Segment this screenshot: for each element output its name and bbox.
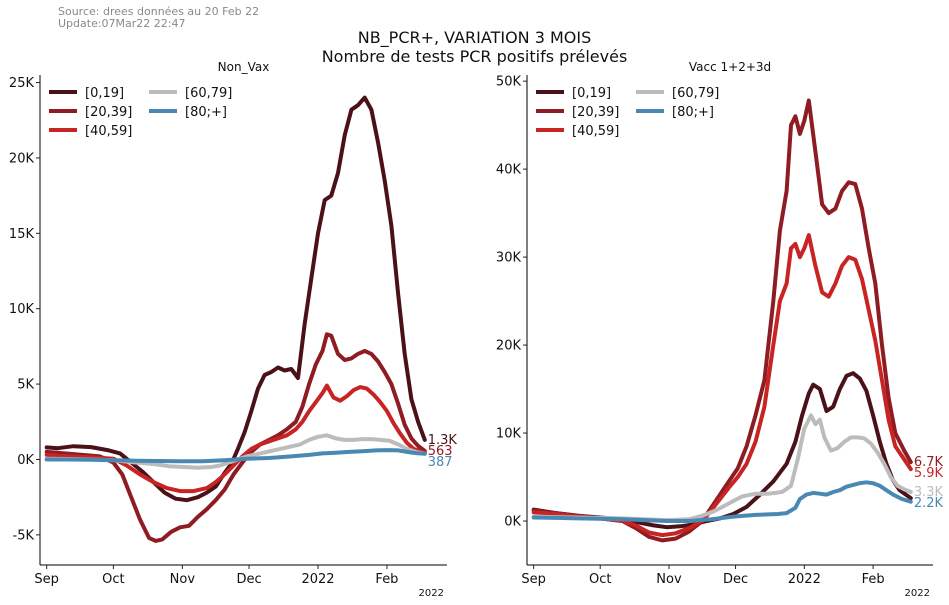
legend-label-40_59: [40,59] xyxy=(85,124,132,139)
x-tick-label: Feb xyxy=(375,572,398,587)
x-tick-label: 2022 xyxy=(788,572,821,587)
y-tick-label: -5K xyxy=(13,528,35,543)
panel-1: Non_Vax -5K 0K 5K 10K 15K 20K 25K Sep Oct Nov Dec 20… xyxy=(9,60,458,599)
x-tick-label: Nov xyxy=(170,572,196,587)
update-note: Update:07Mar22 22:47 xyxy=(58,17,186,30)
series-line-20_39 xyxy=(531,98,913,543)
y-tick-label: 10K xyxy=(496,427,522,442)
x-tick-label: Oct xyxy=(102,572,124,587)
legend-label-80_plus: [80;+] xyxy=(672,105,714,120)
end-label-80_plus: 387 xyxy=(428,455,453,470)
legend-label-0_19: [0,19] xyxy=(572,86,611,101)
series-line-0_19 xyxy=(531,371,913,530)
x-tick-label: Dec xyxy=(723,572,748,587)
source-note: Source: drees données au 20 Feb 22 xyxy=(58,5,260,18)
series-line-20_39 xyxy=(44,332,427,543)
y-tick-label: 0K xyxy=(17,453,34,468)
y-tick-label: 10K xyxy=(9,302,35,317)
x-offset-label: 2022 xyxy=(419,588,444,599)
series-line-60_79 xyxy=(44,433,427,470)
y-tick-label: 50K xyxy=(496,75,522,90)
end-label-0_19: 1.3K xyxy=(428,433,458,448)
x-tick-label: Sep xyxy=(34,572,59,587)
x-offset-label: 2022 xyxy=(905,588,930,599)
x-tick-label: Nov xyxy=(656,572,682,587)
legend-label-80_plus: [80;+] xyxy=(185,105,227,120)
figure-title: NB_PCR+, VARIATION 3 MOIS xyxy=(357,28,592,47)
series-line-40_59 xyxy=(531,233,913,538)
y-tick-label: 40K xyxy=(496,163,522,178)
legend: [0,19] [20,39] [40,59] [60,79] [80;+] xyxy=(49,86,232,139)
end-label-20_39: 6.7K xyxy=(914,455,944,470)
legend-label-0_19: [0,19] xyxy=(85,86,124,101)
legend: [0,19] [20,39] [40,59] [60,79] [80;+] xyxy=(536,86,719,139)
panel-2: Vacc 1+2+3d 0K 10K 20K 30K 40K 50K Sep Oct Nov Dec… xyxy=(496,60,944,599)
y-tick-label: 20K xyxy=(496,339,522,354)
end-label-20_39: 563 xyxy=(428,444,453,459)
legend-label-60_79: [60,79] xyxy=(672,86,719,101)
panel-title: Vacc 1+2+3d xyxy=(689,60,771,74)
x-tick-label: Oct xyxy=(589,572,611,587)
y-tick-label: 5K xyxy=(17,378,34,393)
legend-label-20_39: [20,39] xyxy=(85,105,132,120)
end-label-40_59: 5.9K xyxy=(914,466,944,481)
y-tick-label: 25K xyxy=(9,76,35,91)
y-tick-label: 30K xyxy=(496,251,522,266)
x-tick-label: Feb xyxy=(862,572,885,587)
figure-subtitle: Nombre de tests PCR positifs prélevés xyxy=(321,47,628,66)
series-line-80_plus xyxy=(44,448,427,464)
x-tick-label: Dec xyxy=(236,572,261,587)
legend-label-20_39: [20,39] xyxy=(572,105,619,120)
series-line-40_59 xyxy=(44,383,427,494)
x-tick-label: Sep xyxy=(521,572,546,587)
series-line-60_79 xyxy=(531,413,913,523)
y-tick-label: 20K xyxy=(9,151,35,166)
panel-title: Non_Vax xyxy=(218,60,270,74)
series-line-80_plus xyxy=(531,480,913,523)
end-label-80_plus: 2.2K xyxy=(914,496,944,511)
end-label-60_79: 3.3K xyxy=(914,485,944,500)
y-tick-label: 15K xyxy=(9,227,35,242)
legend-label-60_79: [60,79] xyxy=(185,86,232,101)
y-tick-label: 0K xyxy=(504,515,521,530)
legend-label-40_59: [40,59] xyxy=(572,124,619,139)
x-tick-label: 2022 xyxy=(301,572,334,587)
